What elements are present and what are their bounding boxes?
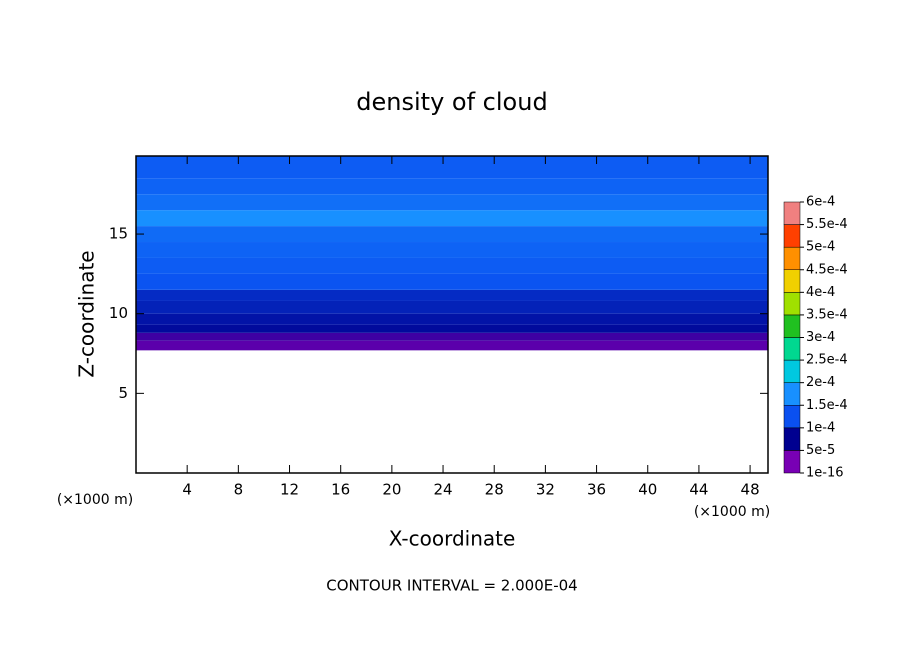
contour-band: [136, 178, 768, 195]
colorbar-label: 2.5e-4: [806, 353, 848, 368]
y-tick-label: 5: [118, 384, 128, 402]
contour-band: [136, 242, 768, 258]
colorbar-label: 4e-4: [806, 285, 835, 300]
x-tick-label: 24: [433, 481, 452, 499]
contour-band: [136, 156, 768, 179]
colorbar-box: [783, 337, 801, 361]
colorbar-label: 6e-4: [806, 195, 835, 210]
x-tick-label: 20: [382, 481, 401, 499]
colorbar-label: 1.5e-4: [806, 398, 848, 413]
colorbar-box: [783, 427, 801, 451]
chart-title: density of cloud: [356, 88, 547, 116]
colorbar-label: 1e-4: [806, 420, 835, 435]
colorbar-box: [783, 382, 801, 406]
colorbar-label: 3e-4: [806, 330, 835, 345]
x-scale-note: (×1000 m): [57, 492, 133, 508]
contour-band: [136, 324, 768, 333]
colorbar-box: [783, 405, 801, 429]
x-tick-label: 12: [280, 481, 299, 499]
x-axis-label: X-coordinate: [389, 527, 516, 551]
x-tick-label: 48: [741, 481, 760, 499]
field: [136, 156, 768, 351]
colorbar-label: 4.5e-4: [806, 262, 848, 277]
y-tick-label: 15: [109, 225, 128, 243]
colorbar-box: [783, 269, 801, 293]
x-tick-label: 44: [689, 481, 708, 499]
x-tick-label: 32: [536, 481, 555, 499]
y-tick-label: 10: [109, 304, 128, 322]
contour-band: [136, 257, 768, 274]
x-tick-label: 28: [485, 481, 504, 499]
colorbar-label: 2e-4: [806, 375, 835, 390]
contour-band: [136, 340, 768, 351]
colorbar-box: [783, 224, 801, 248]
contour-band: [136, 210, 768, 227]
colorbar-label: 3.5e-4: [806, 307, 848, 322]
colorbar-label: 1e-16: [806, 466, 844, 481]
colorbar-box: [783, 359, 801, 383]
x-tick-label: 16: [331, 481, 350, 499]
colorbar-label: 5e-5: [806, 443, 835, 458]
colorbar-label: 5.5e-4: [806, 217, 848, 232]
contour-band: [136, 313, 768, 325]
colorbar-box: [783, 246, 801, 271]
colorbar-box: [783, 201, 801, 225]
x-scale-note: (×1000 m): [694, 504, 770, 520]
colorbar-box: [783, 450, 801, 474]
colorbar-box: [783, 292, 801, 316]
contour-band: [136, 194, 768, 211]
contour-band: [136, 332, 768, 341]
contour-band: [136, 289, 768, 301]
footer-note: CONTOUR INTERVAL = 2.000E-04: [326, 577, 577, 595]
contour-band: [136, 226, 768, 243]
colorbar-box: [783, 314, 801, 338]
contour-band: [136, 300, 768, 314]
x-tick-label: 8: [234, 481, 244, 499]
plot-frame: [135, 155, 769, 474]
contour-band: [136, 273, 768, 290]
x-tick-label: 40: [638, 481, 657, 499]
y-axis-label: Z-coordinate: [75, 250, 99, 377]
x-tick-label: 36: [587, 481, 606, 499]
x-tick-label: 4: [182, 481, 192, 499]
colorbar-label: 5e-4: [806, 240, 835, 255]
